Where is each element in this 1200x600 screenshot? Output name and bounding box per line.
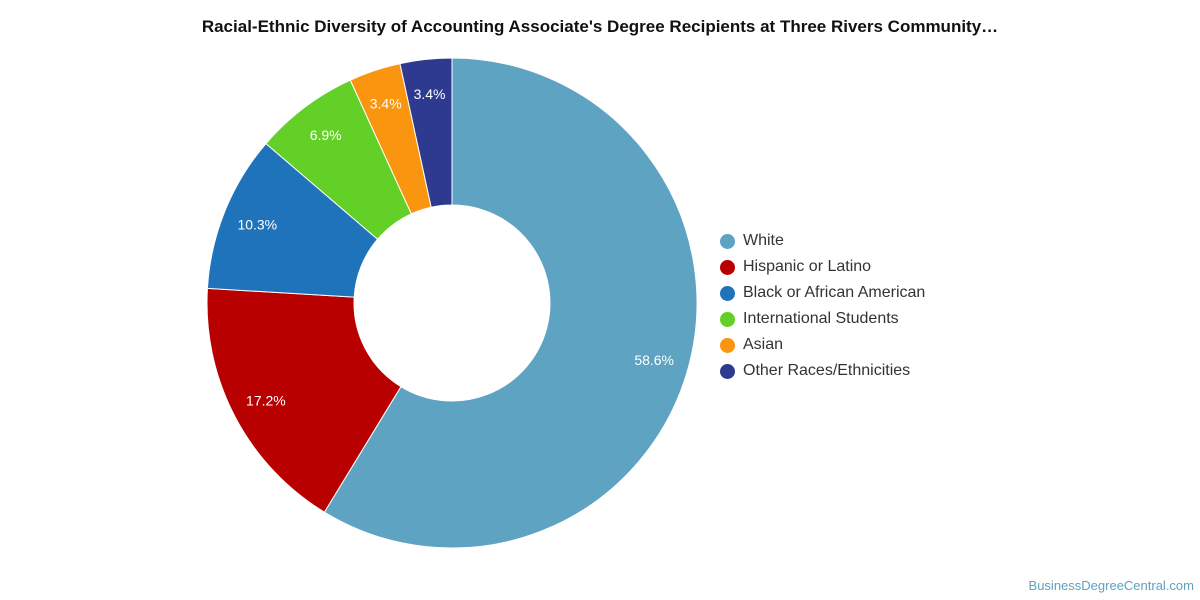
slice-label-international-students: 6.9% <box>310 127 342 143</box>
legend-label: White <box>743 232 784 249</box>
legend-label: Hispanic or Latino <box>743 258 872 275</box>
legend: White Hispanic or Latino Black or African … <box>720 228 925 384</box>
slice-label-white: 58.6% <box>634 352 674 368</box>
legend-swatch-icon <box>720 259 735 275</box>
legend-item-international-students[interactable]: International Students <box>720 306 925 332</box>
slice-black-or-african-american[interactable] <box>206 142 379 298</box>
slice-label-black-or-african-american: 10.3% <box>237 216 277 232</box>
legend-item-hispanic-or-latino[interactable]: Hispanic or Latino <box>720 254 925 280</box>
chart-title: Racial-Ethnic Diversity of Accounting As… <box>201 17 999 36</box>
slice-labels-group: 58.6% 17.2% 10.3% 6.9% 3.4% 3.4% <box>237 86 674 408</box>
legend-label: Asian <box>743 336 784 353</box>
legend-item-white[interactable]: White <box>720 228 925 254</box>
slice-white[interactable] <box>323 57 698 549</box>
legend-item-black-or-african-american[interactable]: Black or African American <box>720 280 925 306</box>
legend-swatch-icon <box>720 233 735 249</box>
slice-label-other-races-ethnicities: 3.4% <box>414 86 446 102</box>
legend-swatch-icon <box>720 311 735 327</box>
legend-label: International Students <box>743 310 899 327</box>
legend-item-asian[interactable]: Asian <box>720 332 925 358</box>
legend-item-other-races-ethnicities[interactable]: Other Races/Ethnicities <box>720 358 925 384</box>
slices-group <box>206 57 698 549</box>
legend-label: Black or African American <box>743 284 926 301</box>
legend-label: Other Races/Ethnicities <box>743 362 911 379</box>
legend-swatch-icon <box>720 363 735 379</box>
legend-swatch-icon <box>720 285 735 301</box>
slice-hispanic-or-latino[interactable] <box>206 287 402 513</box>
slice-other-races-ethnicities[interactable] <box>399 57 453 208</box>
slice-label-asian: 3.4% <box>370 96 402 112</box>
slice-label-hispanic-or-latino: 17.2% <box>246 392 286 408</box>
legend-swatch-icon <box>720 337 735 353</box>
site-credit[interactable]: BusinessDegreeCentral.com <box>1028 578 1194 593</box>
